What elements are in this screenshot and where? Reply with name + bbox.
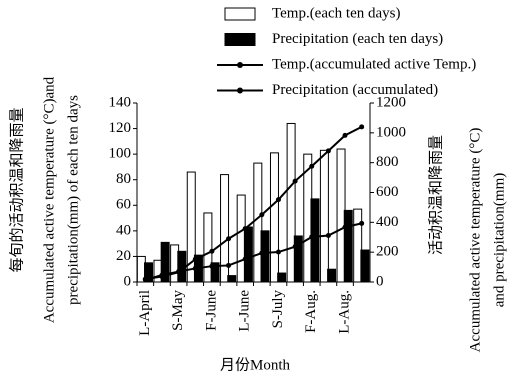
bar bbox=[144, 262, 154, 283]
legend-swatch bbox=[237, 87, 243, 94]
point bbox=[259, 250, 265, 256]
point bbox=[342, 132, 348, 138]
point bbox=[325, 148, 331, 154]
bar bbox=[286, 122, 296, 283]
legend-label: Precipitation (accumulated) bbox=[272, 82, 438, 98]
legend-swatch bbox=[224, 7, 256, 21]
point bbox=[275, 197, 281, 203]
point bbox=[309, 163, 315, 169]
bar bbox=[353, 208, 363, 283]
y-tick-label: 140 bbox=[109, 94, 132, 110]
bar bbox=[360, 249, 370, 283]
y2-tick-label: 1200 bbox=[376, 94, 406, 110]
x-tick-label: F-June bbox=[203, 290, 219, 331]
y-axis-title: precipitation(mm) of each ten days bbox=[65, 95, 81, 305]
y2-axis-title: and precipitation(mm) bbox=[491, 173, 507, 308]
point bbox=[359, 220, 365, 226]
y-tick-label: 0 bbox=[124, 273, 132, 289]
point bbox=[292, 244, 298, 250]
bar bbox=[186, 171, 196, 283]
y2-tick-label: 1000 bbox=[376, 124, 406, 140]
bar bbox=[203, 212, 213, 283]
y-axis-title: Accumulated active temperature (°C)and bbox=[41, 76, 57, 323]
line bbox=[145, 125, 363, 281]
point bbox=[209, 248, 215, 254]
point bbox=[142, 277, 148, 283]
legend-label: Precipitation (each ten days) bbox=[272, 31, 443, 47]
bar bbox=[243, 226, 253, 283]
y2-tick-label: 400 bbox=[376, 214, 399, 230]
point bbox=[292, 178, 298, 184]
bar bbox=[227, 275, 237, 283]
x-tick-label: F-Aug. bbox=[303, 290, 319, 333]
y2-axis-title: Accumulated active temperature (°C) bbox=[467, 128, 483, 353]
x-tick-label: L-April bbox=[137, 290, 153, 336]
point bbox=[325, 232, 331, 238]
point bbox=[275, 249, 281, 255]
legend-swatch bbox=[224, 33, 256, 46]
bar bbox=[293, 235, 303, 283]
bar bbox=[260, 230, 270, 283]
x-tick-label: L-June bbox=[237, 290, 253, 332]
point bbox=[309, 234, 315, 240]
point bbox=[209, 263, 215, 269]
legend-label: Temp.(each ten days) bbox=[272, 5, 400, 21]
y2-tick-label: 800 bbox=[376, 154, 399, 170]
x-axis-title: 月份Month bbox=[220, 356, 291, 373]
y-tick-label: 60 bbox=[116, 197, 131, 213]
point bbox=[342, 224, 348, 230]
bar bbox=[210, 262, 220, 283]
point bbox=[192, 256, 198, 262]
point bbox=[226, 236, 232, 242]
x-tick-label: L-Aug. bbox=[336, 290, 352, 334]
y2-tick-label: 0 bbox=[376, 273, 384, 289]
y-axis-title: 每旬的活动积温和降雨量 bbox=[8, 107, 25, 272]
x-tick-label: S-May bbox=[170, 290, 186, 331]
point bbox=[226, 262, 232, 268]
y2-axis-title: 活动积温和降雨量 bbox=[427, 135, 444, 255]
point bbox=[242, 226, 248, 232]
point bbox=[259, 212, 265, 218]
point bbox=[192, 265, 198, 271]
bar bbox=[310, 198, 320, 283]
y-tick-label: 20 bbox=[116, 248, 131, 264]
line bbox=[145, 222, 362, 281]
legend-label: Temp.(accumulated active Temp.) bbox=[272, 56, 476, 72]
bar bbox=[343, 209, 353, 283]
legend-swatch bbox=[237, 62, 243, 68]
y-tick-label: 40 bbox=[116, 222, 131, 238]
point bbox=[359, 124, 365, 130]
y-tick-label: 100 bbox=[109, 146, 132, 162]
point bbox=[176, 269, 182, 275]
bar bbox=[160, 241, 170, 283]
bar bbox=[220, 174, 230, 283]
point bbox=[242, 256, 248, 262]
bar bbox=[269, 152, 279, 283]
y-tick-label: 80 bbox=[116, 171, 131, 187]
bar bbox=[327, 268, 337, 283]
bar bbox=[319, 149, 329, 283]
y-tick-label: 120 bbox=[109, 120, 132, 136]
bar bbox=[277, 272, 287, 283]
y2-tick-label: 600 bbox=[376, 184, 399, 200]
point bbox=[159, 272, 165, 278]
x-tick-label: S-July bbox=[270, 290, 286, 329]
y2-tick-label: 200 bbox=[376, 244, 399, 260]
